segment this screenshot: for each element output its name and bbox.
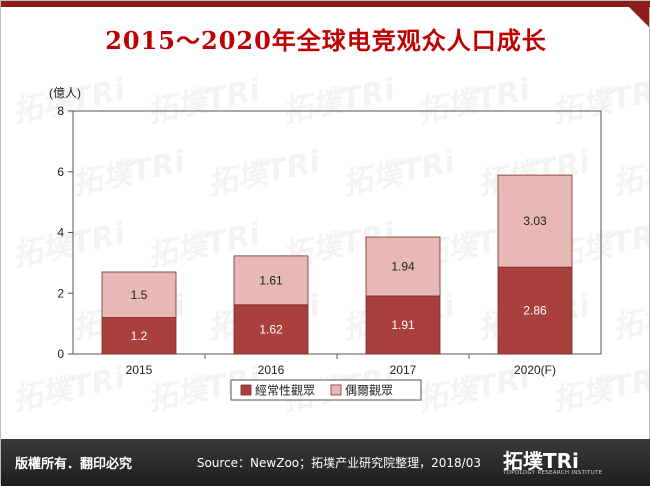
legend-box: [230, 379, 422, 401]
legend-label: 偶爾觀眾: [345, 384, 393, 398]
y-tick-label: 8: [57, 104, 64, 118]
corner-accent: [623, 1, 649, 27]
bar-segment: [233, 255, 309, 306]
legend-swatch: [330, 384, 342, 396]
bar-segment: [497, 266, 573, 355]
chart-axes: 0 2 4 6 8 (億人) 2015 2016 2017 2020(F): [49, 86, 602, 377]
logo-subtitle: TOPOLOGY RESEARCH INSTITUTE: [503, 470, 603, 476]
legend-label: 經常性觀眾: [255, 384, 315, 398]
data-label: 1.62: [259, 322, 283, 336]
data-label: 1.91: [391, 318, 415, 332]
x-tick-label: 2015: [126, 363, 153, 377]
legend-swatch: [240, 384, 252, 396]
x-tick-label: 2016: [258, 363, 285, 377]
y-tick-label: 0: [57, 347, 64, 361]
data-label: 3.03: [523, 214, 547, 228]
footer-bar: 版權所有．翻印必究 Source：NewZoo；拓墣产业研究院整理，2018/0…: [1, 439, 650, 486]
bar-segment: [497, 174, 573, 268]
x-tick-label: 2017: [390, 363, 417, 377]
chart-bars: 1.2 1.5 1.62 1.61 1.91 1.94 2.86 3.03: [101, 174, 573, 355]
y-axis-label: (億人): [49, 86, 81, 100]
data-label: 1.94: [391, 260, 415, 274]
data-label: 1.5: [131, 288, 148, 302]
chart-legend: 經常性觀眾 偶爾觀眾: [230, 379, 422, 401]
bar-segment: [101, 271, 177, 318]
company-logo: 拓墣TRi TOPOLOGY RESEARCH INSTITUTE: [503, 445, 643, 479]
x-tick-label: 2020(F): [514, 363, 556, 377]
bar-segment: [365, 236, 441, 297]
bar-segment: [101, 317, 177, 355]
y-tick-label: 4: [57, 226, 64, 240]
data-label: 1.61: [259, 273, 283, 287]
copyright-notice: 版權所有．翻印必究: [15, 457, 133, 472]
y-tick-label: 2: [57, 286, 64, 300]
chart-title: 2015～2020年全球电竞观众人口成长: [105, 26, 547, 55]
data-label: 1.2: [131, 329, 148, 343]
source-note: Source：NewZoo；拓墣产业研究院整理，2018/03: [196, 456, 481, 470]
logo-name: 拓墣TRi: [503, 449, 579, 473]
top-accent-bar: [1, 1, 650, 7]
data-label: 2.86: [523, 304, 547, 318]
bar-segment: [233, 304, 309, 355]
y-tick-label: 6: [57, 165, 64, 179]
